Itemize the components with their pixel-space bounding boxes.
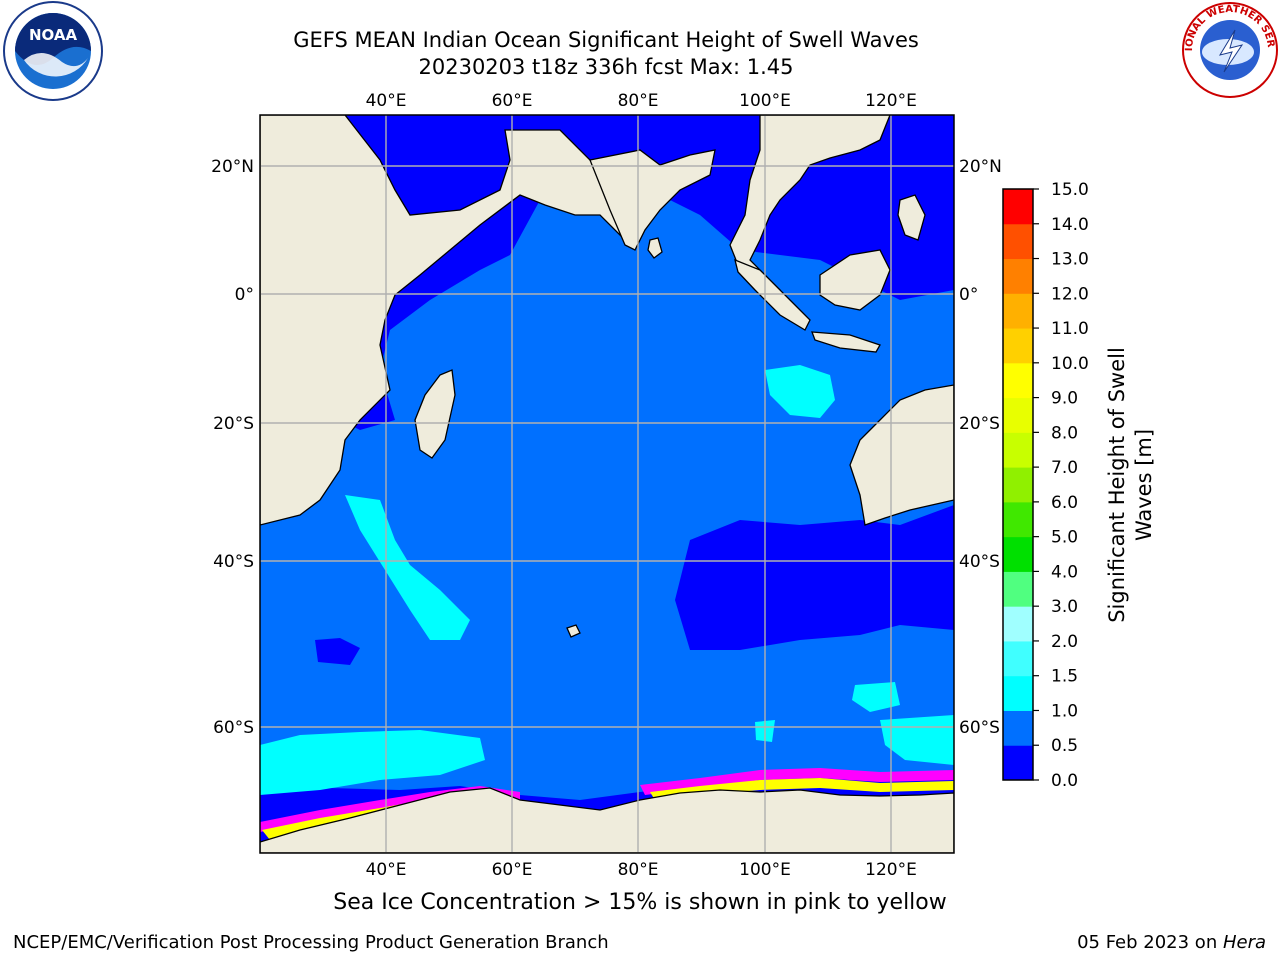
lon-label-top-120e: 120°E	[865, 91, 917, 111]
chart-subtitle: 20230203 t18z 336h fcst Max: 1.45	[418, 55, 794, 79]
sea-ice-note: Sea Ice Concentration > 15% is shown in …	[333, 890, 947, 915]
colorbar-swatch	[1003, 675, 1033, 711]
colorbar-tick-label: 9.0	[1051, 389, 1078, 409]
colorbar-swatch	[1003, 328, 1033, 364]
map-frame	[259, 114, 955, 854]
colorbar-swatch	[1003, 223, 1033, 260]
colorbar-tick-label: 15.0	[1051, 180, 1089, 200]
colorbar-swatch	[1003, 501, 1033, 538]
land-sri-lanka	[647, 237, 663, 259]
lat-label-right-60s: 60°S	[959, 718, 1000, 738]
lat-label-left-20s: 20°S	[213, 414, 254, 434]
land-philippines	[897, 194, 926, 241]
colorbar-swatch	[1003, 710, 1033, 746]
colorbar-swatch	[1003, 189, 1033, 225]
lon-label-bottom-80e: 80°E	[618, 860, 659, 880]
sea-ice-core-east	[650, 778, 954, 800]
colorbar-swatch	[1003, 432, 1033, 468]
lon-label-top-100e: 100°E	[739, 91, 791, 111]
footer-host: Hera	[1222, 932, 1266, 953]
land-madagascar	[414, 369, 456, 459]
sea-ice-edge-east	[640, 768, 954, 795]
lon-label-bottom-60e: 60°E	[492, 860, 533, 880]
lat-label-right-20n: 20°N	[959, 157, 1002, 177]
ocean-swell-0-0-5-sw	[315, 638, 360, 665]
lon-label-bottom-40e: 40°E	[366, 860, 407, 880]
lat-label-right-0: 0°	[959, 285, 978, 305]
lon-label-top-60e: 60°E	[492, 91, 533, 111]
colorbar-tick-label: 7.0	[1051, 458, 1078, 478]
colorbar-ticks: 0.0 0.5 1.0 1.5 2.0 3.0 4.0 5.0 6.0 7.0 8.0 9.0 10.0…	[1033, 180, 1089, 791]
colorbar-swatch	[1003, 293, 1033, 329]
land-india	[589, 149, 716, 251]
ocean-swell-1-0-1-5-central	[765, 365, 835, 418]
colorbar-tick-label: 4.0	[1051, 562, 1078, 582]
land-antarctica	[260, 787, 954, 853]
colorbar-tick-label: 2.0	[1051, 632, 1078, 652]
colorbar-swatch	[1003, 640, 1033, 677]
colorbar-swatch	[1003, 606, 1033, 642]
colorbar-tick-label: 13.0	[1051, 250, 1089, 270]
lon-label-bottom-120e: 120°E	[865, 860, 917, 880]
lat-label-right-40s: 40°S	[959, 552, 1000, 572]
colorbar-tick-label: 10.0	[1051, 354, 1089, 374]
ocean-swell-1-0-1-5-east	[852, 682, 900, 712]
colorbar-tick-label: 11.0	[1051, 319, 1089, 339]
footer-branch: NCEP/EMC/Verification Post Processing Pr…	[13, 932, 609, 953]
land-borneo	[819, 249, 891, 311]
lat-label-left-60s: 60°S	[213, 718, 254, 738]
land-australia	[849, 384, 954, 526]
footer-date-text: 05 Feb 2023 on	[1077, 932, 1223, 953]
colorbar-frame	[1002, 188, 1034, 781]
lat-label-left-40s: 40°S	[213, 552, 254, 572]
colorbar-tick-label: 1.0	[1051, 701, 1078, 721]
noaa-logo: NOAA	[2, 0, 104, 102]
colorbar-tick-label: 12.0	[1051, 284, 1089, 304]
land-kerguelen	[566, 624, 581, 638]
colorbar-tick-label: 5.0	[1051, 528, 1078, 548]
colorbar-tick-label: 1.5	[1051, 667, 1078, 687]
ocean-swell-1-0-1-5-plume	[345, 495, 470, 640]
colorbar-tick-label: 3.0	[1051, 597, 1078, 617]
national-weather-service-logo: NATIONAL WEATHER SERVICE	[1176, 0, 1280, 100]
land-java	[811, 331, 881, 353]
colorbar-title-line2: Waves [m]	[1132, 429, 1156, 541]
lon-label-top-40e: 40°E	[366, 91, 407, 111]
land-se-asia	[729, 115, 891, 301]
colorbar-tick-label: 14.0	[1051, 215, 1089, 235]
colorbar-tick-label: 0.0	[1051, 771, 1078, 791]
land-sumatra	[734, 258, 811, 331]
colorbar-swatch	[1003, 362, 1033, 399]
ocean-swell-0-0-5-southeast	[675, 505, 954, 650]
lon-label-top-80e: 80°E	[618, 91, 659, 111]
noaa-logo-text: NOAA	[29, 26, 78, 44]
colorbar-swatch	[1003, 745, 1033, 781]
colorbar-tick-label: 0.5	[1051, 736, 1078, 756]
chart-title: GEFS MEAN Indian Ocean Significant Heigh…	[293, 28, 919, 52]
colorbar-swatch	[1003, 536, 1033, 572]
lon-label-bottom-100e: 100°E	[739, 860, 791, 880]
map-area	[260, 115, 954, 853]
colorbar-swatch	[1003, 397, 1033, 433]
colorbar-tick-label: 8.0	[1051, 423, 1078, 443]
lat-label-left-0: 0°	[235, 285, 254, 305]
colorbar-swatch	[1003, 258, 1033, 294]
colorbar-swatch	[1003, 467, 1033, 503]
ocean-swell-1-0-1-5-sw	[260, 730, 485, 795]
colorbar-title-line1: Significant Height of Swell	[1105, 347, 1129, 623]
footer-date: 05 Feb 2023 on Hera	[1077, 932, 1266, 953]
lat-label-left-20n: 20°N	[211, 157, 254, 177]
colorbar	[1003, 189, 1033, 781]
colorbar-swatch	[1003, 571, 1033, 607]
lat-label-right-20s: 20°S	[959, 414, 1000, 434]
graticule	[260, 115, 954, 853]
colorbar-tick-label: 6.0	[1051, 493, 1078, 513]
